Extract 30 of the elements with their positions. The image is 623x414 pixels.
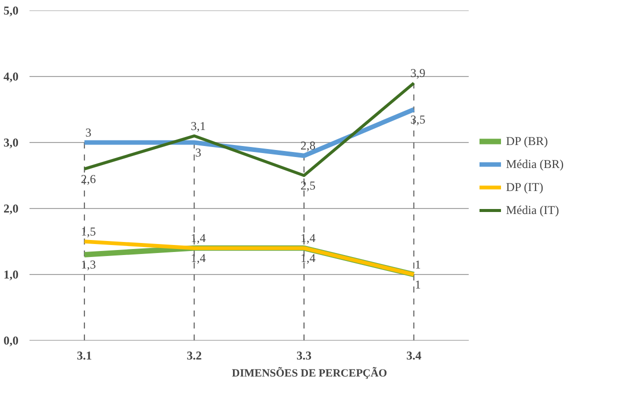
- legend-label: Média (IT): [506, 202, 559, 218]
- data-label: 1,4: [300, 231, 316, 246]
- data-label: 1,4: [190, 251, 206, 266]
- y-tick-label: 3,0: [4, 136, 18, 150]
- data-label: 3,1: [190, 118, 206, 133]
- x-axis-title: DIMENSÕES DE PERCEPÇÃO: [232, 366, 388, 380]
- y-tick-label: 0,0: [4, 334, 18, 348]
- data-label: 1,5: [80, 224, 96, 238]
- data-label: 2,5: [300, 178, 316, 192]
- data-label: 1,4: [300, 251, 316, 266]
- data-label: 2,6: [80, 172, 96, 186]
- y-tick-label: 2,0: [4, 202, 18, 216]
- data-label: 3,5: [410, 112, 426, 126]
- data-label: 3: [85, 126, 92, 140]
- x-tick-label: 3.1: [76, 348, 92, 362]
- y-tick-label: 4,0: [4, 70, 18, 84]
- y-tick-label: 5,0: [4, 4, 18, 18]
- data-label: 3,9: [410, 66, 426, 80]
- data-label: 2,8: [300, 138, 316, 153]
- legend-label: Média (BR): [506, 156, 564, 172]
- x-tick-label: 3.3: [296, 348, 312, 362]
- data-label: 3: [195, 146, 202, 160]
- data-label: 1,4: [190, 231, 206, 246]
- legend-label: DP (IT): [506, 180, 544, 194]
- y-tick-label: 1,0: [4, 268, 18, 282]
- x-tick-label: 3.2: [186, 348, 202, 362]
- data-label: 1: [414, 258, 421, 272]
- x-tick-label: 3.4: [406, 348, 422, 362]
- legend-label: DP (BR): [506, 134, 548, 148]
- data-label: 1: [414, 278, 421, 292]
